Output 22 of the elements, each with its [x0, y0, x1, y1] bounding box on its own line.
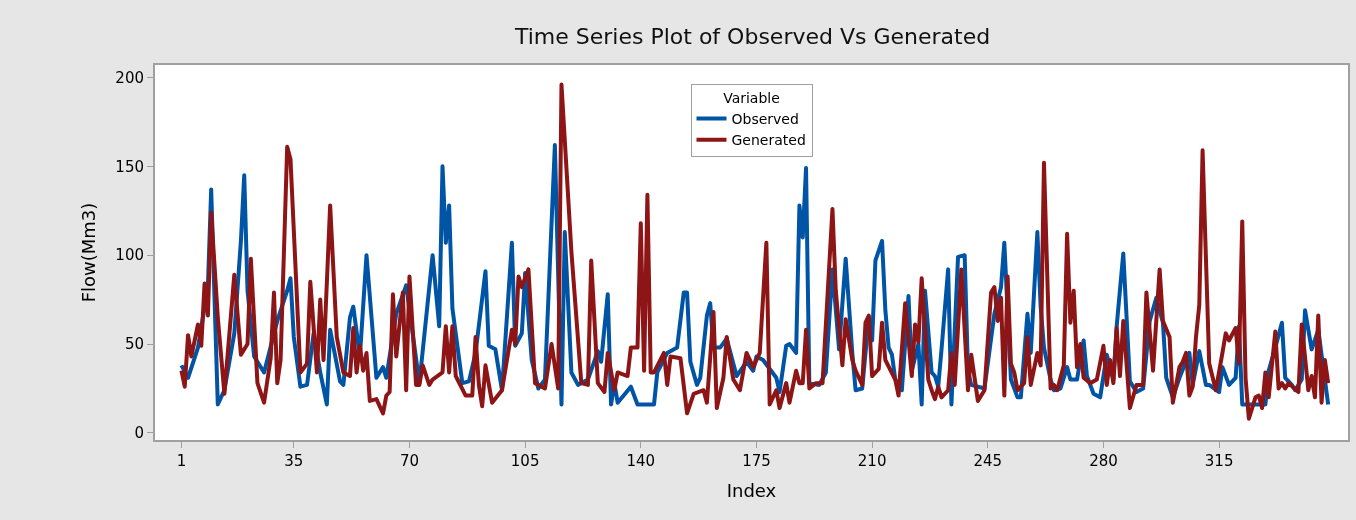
x-tick-label: 70: [399, 452, 420, 470]
x-tick-label: 210: [857, 452, 887, 470]
x-axis-title: Index: [726, 479, 777, 501]
x-tick-label: 35: [284, 452, 304, 470]
legend-title: Variable: [723, 89, 780, 106]
chart-title: Time Series Plot of Observed Vs Generated: [513, 24, 991, 50]
y-tick-label: 200: [115, 68, 144, 87]
x-tick-label: 315: [1204, 452, 1234, 470]
y-axis-title: Flow(Mm3): [78, 202, 100, 303]
x-tick-label: 175: [742, 452, 771, 470]
line-series: [179, 82, 1331, 421]
legend-label: Generated: [731, 132, 806, 149]
y-tick-label: 150: [115, 157, 144, 176]
legend-label: Observed: [731, 111, 799, 128]
x-tick-label: 105: [510, 452, 540, 470]
x-tick-label: 280: [1089, 452, 1118, 470]
x-tick-label: 140: [626, 452, 656, 470]
y-tick-label: 50: [124, 335, 144, 354]
x-tick-label: 1: [176, 452, 187, 470]
x-tick-label: 245: [973, 452, 1003, 470]
y-tick-label: 0: [134, 424, 144, 443]
y-tick-label: 100: [115, 246, 144, 265]
